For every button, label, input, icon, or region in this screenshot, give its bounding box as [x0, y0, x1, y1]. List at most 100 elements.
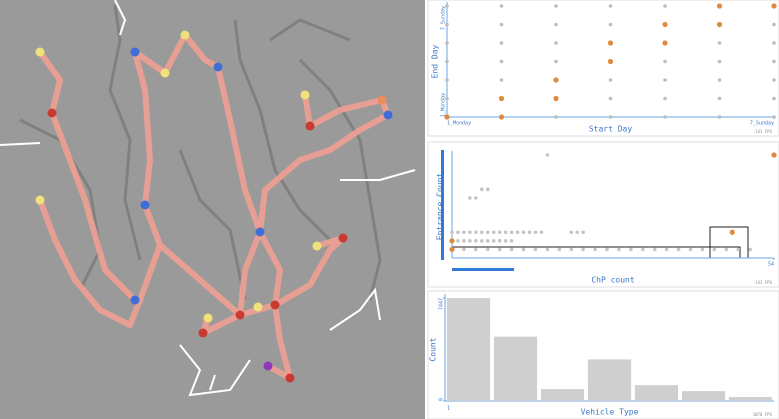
point — [445, 22, 449, 27]
point — [607, 58, 614, 65]
point — [474, 230, 478, 235]
point — [485, 239, 490, 243]
point — [485, 230, 490, 235]
bar — [540, 389, 585, 401]
point — [736, 247, 741, 252]
x-tick-label: 54 — [768, 262, 774, 268]
point — [605, 247, 609, 252]
point — [462, 239, 466, 243]
point — [593, 247, 597, 252]
point — [581, 247, 585, 252]
point — [499, 78, 504, 82]
point — [554, 4, 558, 8]
point — [724, 247, 729, 252]
point — [772, 96, 776, 101]
map — [0, 0, 425, 419]
x-axis-label: Start Day — [589, 125, 633, 134]
point — [557, 247, 562, 252]
point — [575, 230, 580, 235]
point — [545, 153, 550, 157]
point — [662, 40, 668, 46]
point — [509, 230, 514, 235]
point — [498, 95, 505, 102]
point — [641, 247, 645, 252]
point — [700, 247, 705, 252]
point — [445, 41, 449, 45]
bar — [446, 298, 491, 401]
point — [617, 247, 621, 252]
bar — [587, 359, 632, 401]
point — [445, 96, 449, 101]
point — [468, 230, 472, 235]
point — [509, 247, 514, 252]
point — [772, 115, 776, 119]
point — [498, 114, 505, 120]
point — [608, 115, 613, 119]
point — [688, 247, 693, 252]
point — [485, 247, 490, 252]
point — [445, 59, 449, 64]
point — [554, 41, 558, 45]
point — [608, 4, 613, 8]
point — [474, 239, 478, 243]
y-tick-label: 0 — [439, 398, 445, 401]
point — [608, 96, 613, 101]
point — [485, 187, 490, 192]
point — [581, 230, 585, 235]
point — [772, 59, 776, 64]
point — [449, 246, 455, 253]
point — [497, 239, 502, 243]
point — [569, 247, 574, 252]
point — [515, 230, 520, 235]
point — [663, 115, 667, 119]
point — [521, 247, 526, 252]
fps-label: 141 FPS — [755, 129, 772, 134]
x-tick-label: 1_Monday — [447, 121, 471, 127]
point — [445, 78, 449, 82]
point — [474, 196, 478, 200]
x-axis-label: ChP count — [591, 276, 635, 285]
point — [499, 41, 504, 45]
point — [499, 59, 504, 64]
bar — [493, 336, 538, 401]
x-tick-label: 1 — [447, 406, 450, 412]
panel — [427, 0, 779, 137]
point — [456, 239, 460, 243]
x-tick-label: 7_Sunday — [750, 121, 774, 127]
brush — [452, 268, 514, 271]
point — [771, 3, 777, 9]
fps-label: 1076 FPS — [753, 412, 773, 417]
bar — [728, 397, 773, 401]
point — [554, 115, 558, 119]
point — [539, 230, 544, 235]
point — [664, 247, 669, 252]
point — [607, 40, 614, 46]
point — [521, 230, 526, 235]
point — [444, 114, 450, 120]
point — [717, 41, 722, 45]
point — [474, 247, 478, 252]
point — [717, 115, 722, 119]
y-axis-label: Entrance Count — [436, 173, 445, 241]
y-axis-label: End Day — [431, 44, 440, 78]
point — [480, 230, 484, 235]
bar — [681, 391, 726, 401]
point — [533, 247, 538, 252]
point — [450, 230, 454, 235]
point — [629, 247, 633, 252]
bar — [634, 385, 679, 401]
point — [663, 4, 667, 8]
point — [553, 77, 559, 83]
point — [771, 152, 777, 158]
point — [608, 78, 613, 82]
point — [716, 21, 723, 28]
point — [449, 238, 455, 244]
point — [553, 95, 559, 102]
point — [717, 59, 722, 64]
point — [445, 4, 449, 8]
point — [527, 230, 532, 235]
point — [554, 22, 558, 27]
brush — [441, 150, 444, 260]
point — [748, 247, 752, 252]
